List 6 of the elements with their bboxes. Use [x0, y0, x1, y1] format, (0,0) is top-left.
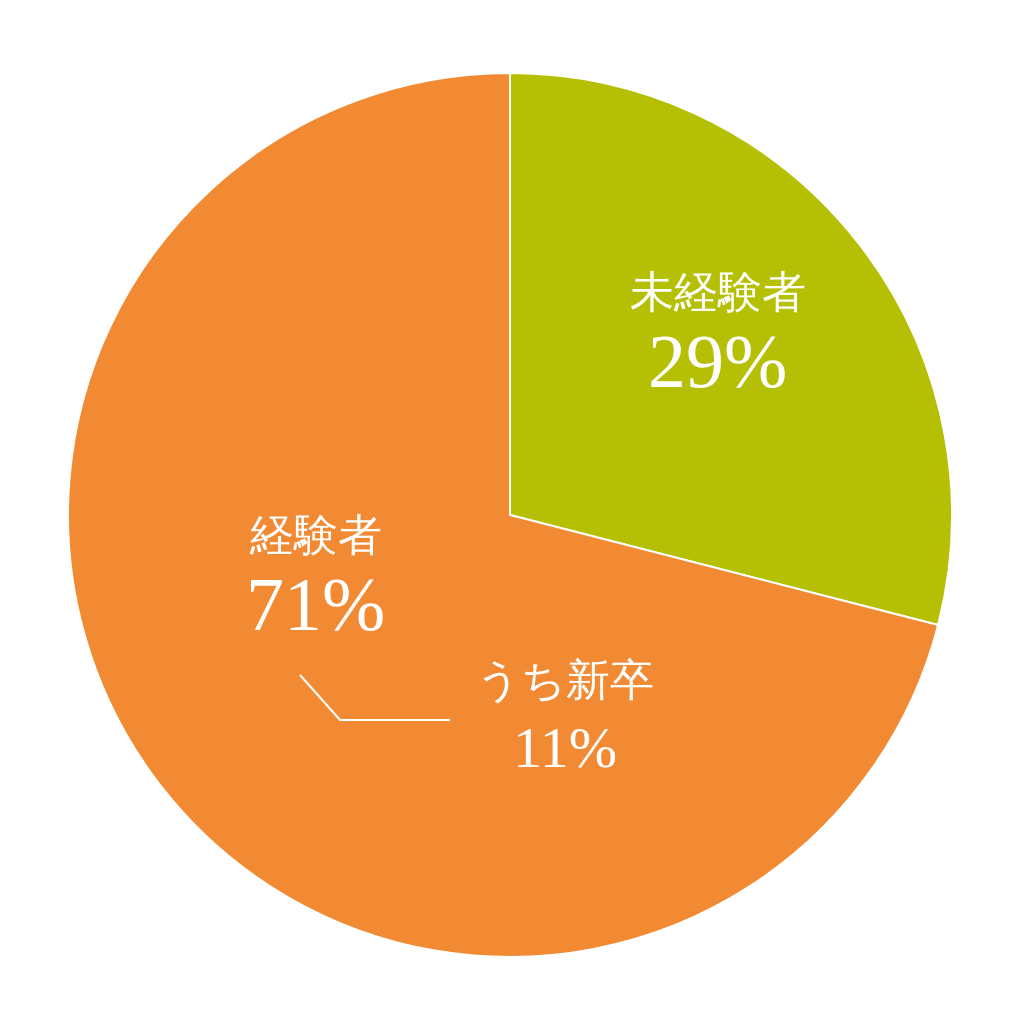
data-label: 29% [648, 319, 788, 404]
data-label: 71% [245, 562, 386, 647]
slice-label: 未経験者 [629, 266, 806, 318]
text: うち新卒 [476, 654, 654, 705]
slice-label: 経験者 [248, 509, 382, 561]
text: 11% [512, 715, 618, 780]
